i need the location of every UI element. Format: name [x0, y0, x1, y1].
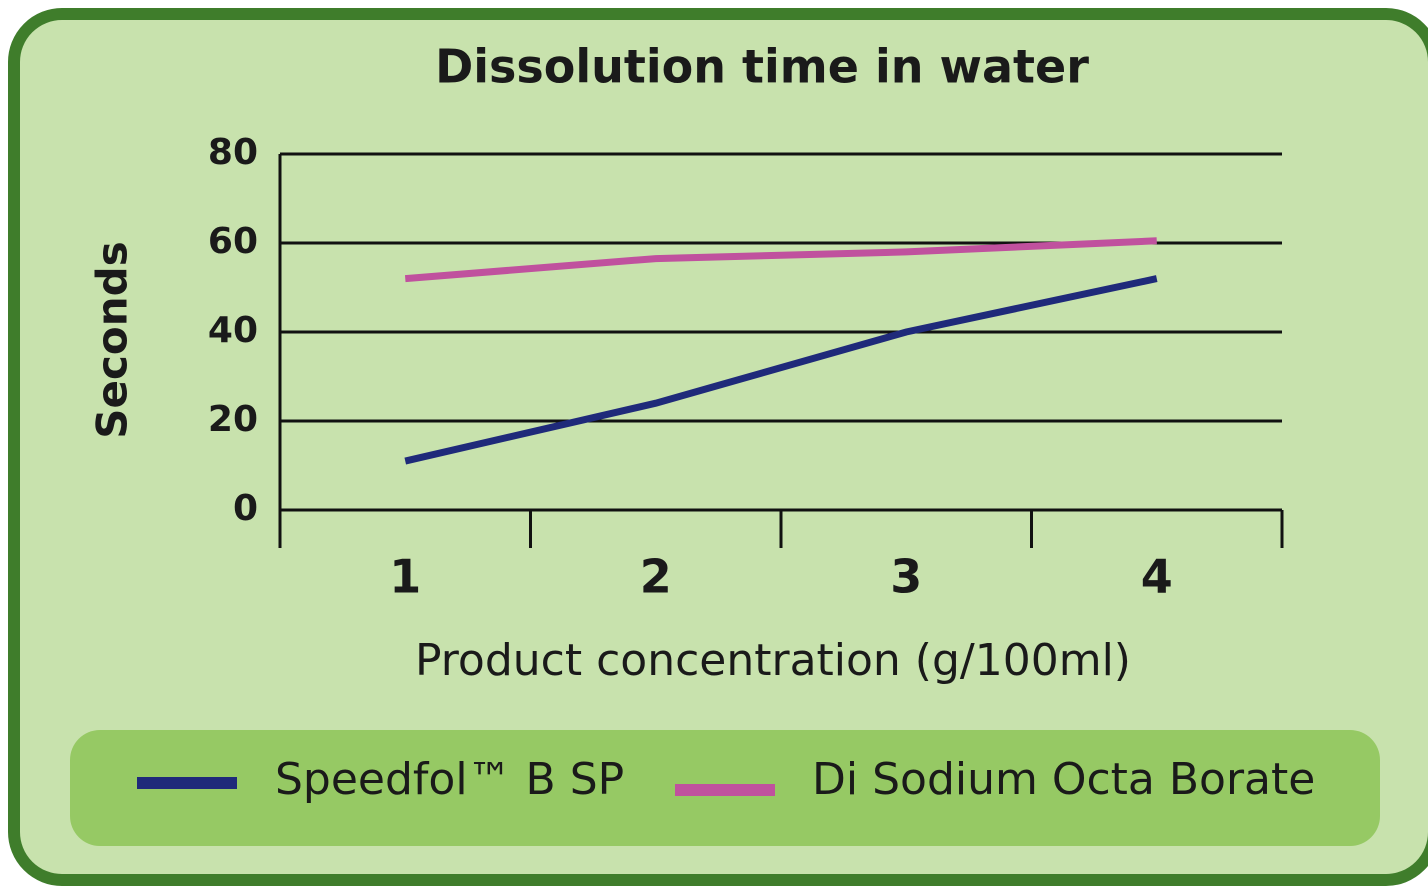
y-tick-label: 0 [233, 488, 258, 529]
y-tick-label: 80 [208, 132, 258, 173]
chart-frame [8, 8, 1428, 886]
x-tick-label: 1 [389, 550, 421, 604]
series-line [404, 275, 1158, 465]
y-tick-label: 60 [208, 221, 258, 262]
series-line [404, 237, 1157, 283]
y-axis-label: Seconds [88, 241, 137, 438]
y-tick-label: 20 [208, 399, 258, 440]
x-tick-label: 2 [640, 550, 672, 604]
legend-label: Speedfol™ B SP [275, 754, 624, 805]
y-tick-label: 40 [208, 310, 258, 351]
x-tick-label: 3 [890, 550, 922, 604]
chart-title: Dissolution time in water [435, 40, 1089, 94]
legend-label: Di Sodium Octa Borate [812, 754, 1315, 805]
x-axis-label: Product concentration (g/100ml) [415, 635, 1131, 686]
x-tick-label: 4 [1141, 550, 1173, 604]
